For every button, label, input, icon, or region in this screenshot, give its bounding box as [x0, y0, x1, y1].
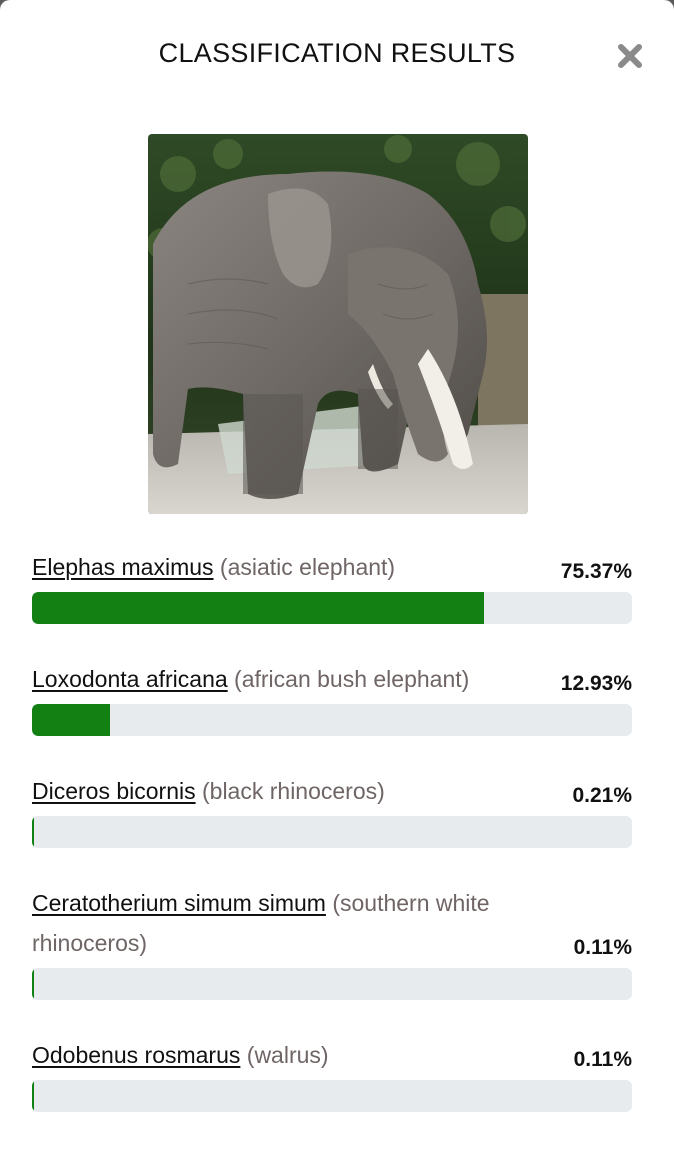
result-header: Odobenus rosmarus (walrus) 0.11%	[32, 1035, 632, 1075]
confidence-bar-fill	[32, 816, 34, 848]
close-icon	[618, 44, 642, 68]
result-header: Elephas maximus (asiatic elephant) 75.37%	[32, 547, 632, 587]
result-item: Diceros bicornis (black rhinoceros) 0.21%	[32, 771, 632, 848]
confidence-bar	[32, 968, 632, 1000]
confidence-percent: 75.37%	[560, 560, 632, 583]
confidence-percent: 0.21%	[572, 784, 632, 807]
confidence-bar	[32, 816, 632, 848]
result-label: Odobenus rosmarus (walrus)	[32, 1035, 532, 1075]
close-button[interactable]	[616, 42, 644, 70]
confidence-bar-fill	[32, 968, 34, 1000]
scientific-name-link[interactable]: Diceros bicornis	[32, 778, 196, 804]
result-item: Ceratotherium simum simum (southern whit…	[32, 883, 632, 1000]
scientific-name-link[interactable]: Ceratotherium simum simum	[32, 890, 326, 916]
confidence-bar-fill	[32, 1080, 34, 1112]
confidence-bar	[32, 704, 632, 736]
confidence-percent: 0.11%	[573, 936, 632, 959]
result-item: Odobenus rosmarus (walrus) 0.11%	[32, 1035, 632, 1112]
confidence-percent: 12.93%	[560, 672, 632, 695]
confidence-bar-fill	[32, 704, 110, 736]
common-name: (african bush elephant)	[234, 666, 470, 692]
results-list: Elephas maximus (asiatic elephant) 75.37%…	[32, 547, 632, 1147]
scientific-name-link[interactable]: Odobenus rosmarus	[32, 1042, 241, 1068]
result-header: Diceros bicornis (black rhinoceros) 0.21%	[32, 771, 632, 811]
common-name: (black rhinoceros)	[202, 778, 385, 804]
confidence-bar	[32, 592, 632, 624]
scientific-name-link[interactable]: Loxodonta africana	[32, 666, 228, 692]
result-label: Ceratotherium simum simum (southern whit…	[32, 883, 532, 963]
common-name: (southern white rhinoceros)	[32, 890, 490, 956]
common-name: (walrus)	[246, 1042, 329, 1068]
result-header: Ceratotherium simum simum (southern whit…	[32, 883, 632, 963]
confidence-bar-fill	[32, 592, 485, 624]
common-name: (asiatic elephant)	[219, 554, 396, 580]
classified-photo	[148, 134, 528, 514]
result-label: Diceros bicornis (black rhinoceros)	[32, 771, 532, 811]
scientific-name-link[interactable]: Elephas maximus	[32, 554, 214, 580]
confidence-percent: 0.11%	[573, 1048, 632, 1071]
result-label: Elephas maximus (asiatic elephant)	[32, 547, 532, 587]
result-item: Loxodonta africana (african bush elephan…	[32, 659, 632, 736]
result-header: Loxodonta africana (african bush elephan…	[32, 659, 632, 699]
result-label: Loxodonta africana (african bush elephan…	[32, 659, 532, 699]
result-item: Elephas maximus (asiatic elephant) 75.37%	[32, 547, 632, 624]
confidence-bar	[32, 1080, 632, 1112]
modal-title: CLASSIFICATION RESULTS	[158, 38, 516, 68]
